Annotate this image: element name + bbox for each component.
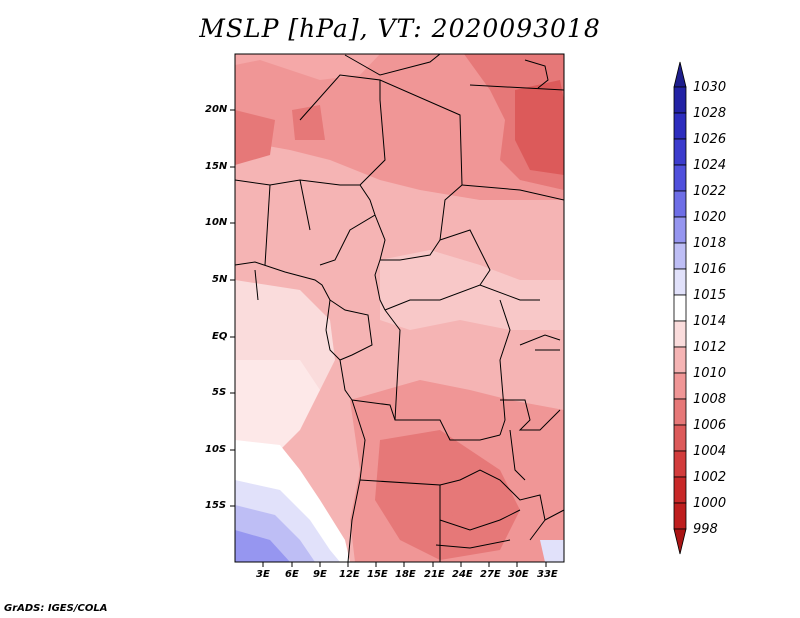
colorbar-label: 1012 bbox=[693, 340, 727, 355]
colorbar-label: 1026 bbox=[693, 132, 727, 147]
lon-label: 27E bbox=[480, 569, 501, 580]
colorbar-label: 1030 bbox=[693, 80, 727, 95]
colorbar-label: 1024 bbox=[693, 158, 727, 173]
lat-label: 5S bbox=[212, 387, 227, 398]
lon-label: 33E bbox=[537, 569, 558, 580]
colorbar-label: 1018 bbox=[693, 236, 727, 251]
colorbar-label: 1008 bbox=[693, 392, 727, 407]
colorbar-label: 1004 bbox=[693, 444, 727, 459]
lat-label: 10N bbox=[205, 217, 228, 228]
lon-label: 12E bbox=[339, 569, 360, 580]
colorbar-label: 1016 bbox=[693, 262, 727, 277]
map-title: MSLP [hPa], VT: 2020093018 bbox=[199, 14, 601, 43]
lat-label: 15S bbox=[205, 500, 227, 511]
colorbar-label: 1000 bbox=[693, 496, 727, 511]
colorbar-label: 1010 bbox=[693, 366, 727, 381]
map-frame bbox=[234, 53, 565, 563]
lat-label: 20N bbox=[205, 104, 228, 115]
axis-ticks bbox=[230, 109, 547, 567]
country-borders bbox=[235, 54, 564, 562]
colorbar-label: 1015 bbox=[693, 288, 727, 303]
colorbar-label: 1022 bbox=[693, 184, 727, 199]
lat-label: 5N bbox=[212, 274, 228, 285]
pressure-field bbox=[235, 54, 564, 562]
lon-label: 15E bbox=[367, 569, 388, 580]
grads-credit: GrADS: IGES/COLA bbox=[4, 603, 108, 614]
lon-label: 3E bbox=[256, 569, 270, 580]
lon-label: 9E bbox=[313, 569, 327, 580]
colorbar-label: 1014 bbox=[693, 314, 727, 329]
colorbar-label: 1028 bbox=[693, 106, 727, 121]
lat-label: EQ bbox=[212, 331, 228, 342]
colorbar-label: 1020 bbox=[693, 210, 727, 225]
lon-label: 24E bbox=[452, 569, 473, 580]
colorbar-label: 998 bbox=[693, 522, 718, 537]
lat-label: 10S bbox=[205, 444, 227, 455]
colorbar-label: 1006 bbox=[693, 418, 727, 433]
lon-label: 30E bbox=[508, 569, 529, 580]
lon-label: 6E bbox=[285, 569, 299, 580]
colorbar-label: 1002 bbox=[693, 470, 727, 485]
lon-label: 21E bbox=[424, 569, 445, 580]
lat-label: 15N bbox=[205, 161, 228, 172]
lon-label: 18E bbox=[395, 569, 416, 580]
